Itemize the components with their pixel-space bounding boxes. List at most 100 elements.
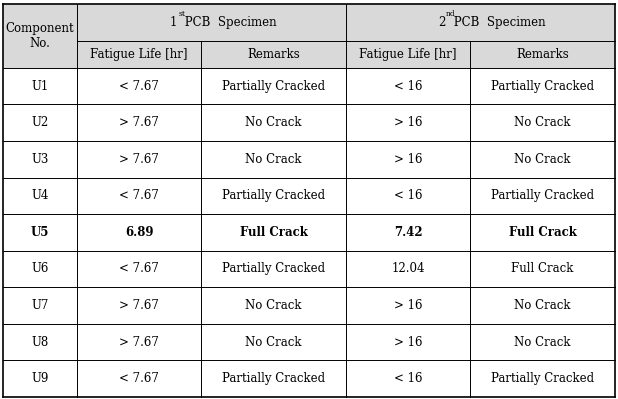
Bar bbox=[77, 287, 201, 324]
Text: No Crack: No Crack bbox=[514, 116, 571, 129]
Text: > 7.67: > 7.67 bbox=[119, 116, 159, 129]
Bar bbox=[346, 141, 470, 178]
Bar bbox=[470, 360, 615, 397]
Bar bbox=[346, 105, 470, 141]
Text: Partially Cracked: Partially Cracked bbox=[222, 372, 325, 385]
Text: < 7.67: < 7.67 bbox=[119, 80, 159, 93]
Text: PCB  Specimen: PCB Specimen bbox=[181, 16, 277, 29]
Bar bbox=[346, 214, 470, 251]
Bar bbox=[77, 141, 201, 178]
Text: > 16: > 16 bbox=[394, 116, 423, 129]
Text: U6: U6 bbox=[32, 263, 49, 275]
Bar bbox=[3, 360, 77, 397]
Bar bbox=[77, 324, 201, 360]
Bar bbox=[201, 214, 346, 251]
Bar bbox=[470, 214, 615, 251]
Text: PCB  Specimen: PCB Specimen bbox=[450, 16, 546, 29]
Bar bbox=[346, 360, 470, 397]
Bar bbox=[3, 68, 77, 105]
Bar bbox=[346, 68, 470, 105]
Bar bbox=[470, 178, 615, 214]
Text: Component
No.: Component No. bbox=[6, 22, 74, 50]
Text: U8: U8 bbox=[32, 336, 49, 349]
Bar bbox=[3, 141, 77, 178]
Bar bbox=[470, 68, 615, 105]
Bar bbox=[77, 41, 201, 68]
Bar bbox=[3, 251, 77, 287]
Text: Partially Cracked: Partially Cracked bbox=[222, 190, 325, 202]
Text: U9: U9 bbox=[32, 372, 49, 385]
Text: nd: nd bbox=[446, 10, 455, 18]
Text: > 16: > 16 bbox=[394, 299, 423, 312]
Text: > 16: > 16 bbox=[394, 336, 423, 349]
Text: 2: 2 bbox=[438, 16, 446, 29]
Bar bbox=[470, 287, 615, 324]
Text: U2: U2 bbox=[32, 116, 49, 129]
Text: No Crack: No Crack bbox=[245, 153, 302, 166]
Text: Full Crack: Full Crack bbox=[509, 226, 577, 239]
Text: U5: U5 bbox=[31, 226, 49, 239]
Bar bbox=[201, 178, 346, 214]
Bar bbox=[346, 178, 470, 214]
Bar bbox=[77, 4, 346, 41]
Text: Remarks: Remarks bbox=[516, 48, 569, 61]
Bar bbox=[77, 178, 201, 214]
Text: No Crack: No Crack bbox=[245, 116, 302, 129]
Bar bbox=[3, 178, 77, 214]
Text: No Crack: No Crack bbox=[514, 336, 571, 349]
Bar bbox=[3, 214, 77, 251]
Text: No Crack: No Crack bbox=[514, 153, 571, 166]
Text: > 7.67: > 7.67 bbox=[119, 153, 159, 166]
Bar bbox=[201, 141, 346, 178]
Text: < 7.67: < 7.67 bbox=[119, 190, 159, 202]
Text: < 16: < 16 bbox=[394, 80, 423, 93]
Text: 12.04: 12.04 bbox=[391, 263, 425, 275]
Bar bbox=[3, 324, 77, 360]
Text: U1: U1 bbox=[32, 80, 49, 93]
Bar bbox=[201, 41, 346, 68]
Bar bbox=[77, 251, 201, 287]
Bar bbox=[346, 4, 615, 41]
Bar bbox=[470, 105, 615, 141]
Bar bbox=[201, 251, 346, 287]
Text: > 7.67: > 7.67 bbox=[119, 299, 159, 312]
Text: Partially Cracked: Partially Cracked bbox=[222, 263, 325, 275]
Text: st: st bbox=[179, 10, 185, 18]
Text: Partially Cracked: Partially Cracked bbox=[491, 190, 594, 202]
Bar bbox=[77, 105, 201, 141]
Text: < 7.67: < 7.67 bbox=[119, 372, 159, 385]
Bar bbox=[346, 251, 470, 287]
Bar bbox=[201, 324, 346, 360]
Text: < 16: < 16 bbox=[394, 190, 423, 202]
Text: U3: U3 bbox=[32, 153, 49, 166]
Bar bbox=[346, 287, 470, 324]
Text: > 7.67: > 7.67 bbox=[119, 336, 159, 349]
Text: No Crack: No Crack bbox=[514, 299, 571, 312]
Bar bbox=[346, 324, 470, 360]
Text: Partially Cracked: Partially Cracked bbox=[491, 80, 594, 93]
Text: 1: 1 bbox=[169, 16, 177, 29]
Bar bbox=[201, 68, 346, 105]
Bar bbox=[470, 141, 615, 178]
Text: Fatigue Life [hr]: Fatigue Life [hr] bbox=[90, 48, 188, 61]
Text: U4: U4 bbox=[32, 190, 49, 202]
Bar bbox=[3, 105, 77, 141]
Bar bbox=[3, 287, 77, 324]
Text: Partially Cracked: Partially Cracked bbox=[222, 80, 325, 93]
Text: Fatigue Life [hr]: Fatigue Life [hr] bbox=[360, 48, 457, 61]
Text: < 16: < 16 bbox=[394, 372, 423, 385]
Text: Partially Cracked: Partially Cracked bbox=[491, 372, 594, 385]
Text: U7: U7 bbox=[32, 299, 49, 312]
Bar bbox=[77, 68, 201, 105]
Bar bbox=[470, 41, 615, 68]
Text: Remarks: Remarks bbox=[247, 48, 300, 61]
Text: < 7.67: < 7.67 bbox=[119, 263, 159, 275]
Bar bbox=[470, 324, 615, 360]
Text: No Crack: No Crack bbox=[245, 299, 302, 312]
Bar bbox=[77, 214, 201, 251]
Text: > 16: > 16 bbox=[394, 153, 423, 166]
Text: Full Crack: Full Crack bbox=[240, 226, 308, 239]
Bar bbox=[201, 105, 346, 141]
Text: 7.42: 7.42 bbox=[394, 226, 423, 239]
Bar bbox=[470, 251, 615, 287]
